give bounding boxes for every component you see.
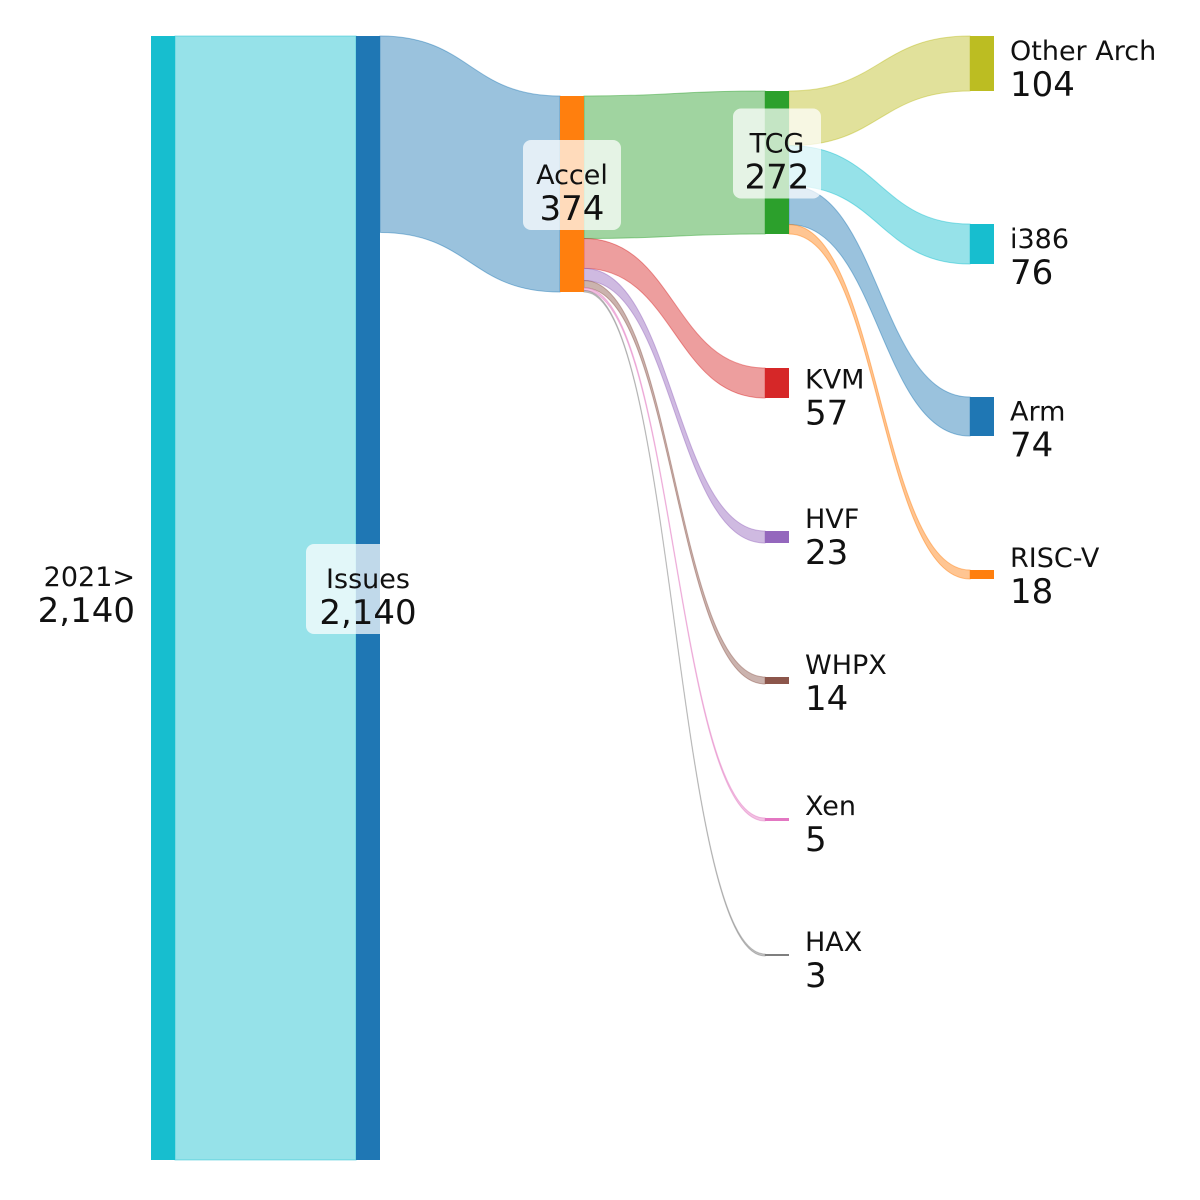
node-kvm [765, 368, 789, 398]
label-value-src2021: 2,140 [38, 591, 135, 631]
label-name-other_arch: Other Arch [1010, 36, 1156, 67]
node-i386 [970, 224, 994, 264]
label-name-riscv: RISC-V [1010, 543, 1100, 574]
label-src2021: 2021>2,140 [38, 562, 135, 631]
links-layer [174, 35, 971, 1161]
label-value-riscv: 18 [1010, 572, 1053, 612]
node-xen [765, 818, 789, 821]
label-value-tcg: 272 [745, 158, 810, 198]
label-name-i386: i386 [1010, 224, 1069, 255]
label-value-hvf: 23 [805, 533, 848, 573]
label-name-xen: Xen [805, 791, 856, 822]
label-name-kvm: KVM [805, 365, 864, 396]
labels-layer: 2021>2,140Issues2,140Accel374TCG272KVM57… [38, 36, 1157, 996]
label-value-hax: 3 [805, 956, 827, 996]
node-src2021 [151, 36, 175, 1160]
node-other_arch [970, 36, 994, 91]
label-name-issues: Issues [326, 564, 410, 595]
label-name-accel: Accel [536, 160, 608, 191]
label-value-issues: 2,140 [319, 593, 416, 633]
node-whpx [765, 677, 789, 684]
label-name-src2021: 2021> [44, 562, 135, 593]
node-riscv [970, 570, 994, 579]
node-hax [765, 954, 789, 956]
label-box-issues [306, 544, 430, 634]
label-value-i386: 76 [1010, 253, 1053, 293]
label-name-whpx: WHPX [805, 650, 887, 681]
label-name-hax: HAX [805, 927, 862, 958]
label-name-tcg: TCG [749, 129, 805, 160]
label-value-accel: 374 [540, 189, 605, 229]
node-hvf [765, 531, 789, 543]
label-value-other_arch: 104 [1010, 65, 1075, 105]
label-value-xen: 5 [805, 820, 827, 860]
label-box-accel [523, 140, 621, 230]
label-riscv: RISC-V18 [1010, 543, 1100, 612]
label-box-tcg [733, 108, 821, 199]
label-name-arm: Arm [1010, 397, 1065, 428]
node-arm [970, 397, 994, 436]
link-accel-to-kvm [583, 238, 766, 399]
label-value-whpx: 14 [805, 679, 848, 719]
label-value-kvm: 57 [805, 394, 848, 434]
label-value-arm: 74 [1010, 426, 1053, 466]
label-name-hvf: HVF [805, 504, 859, 535]
